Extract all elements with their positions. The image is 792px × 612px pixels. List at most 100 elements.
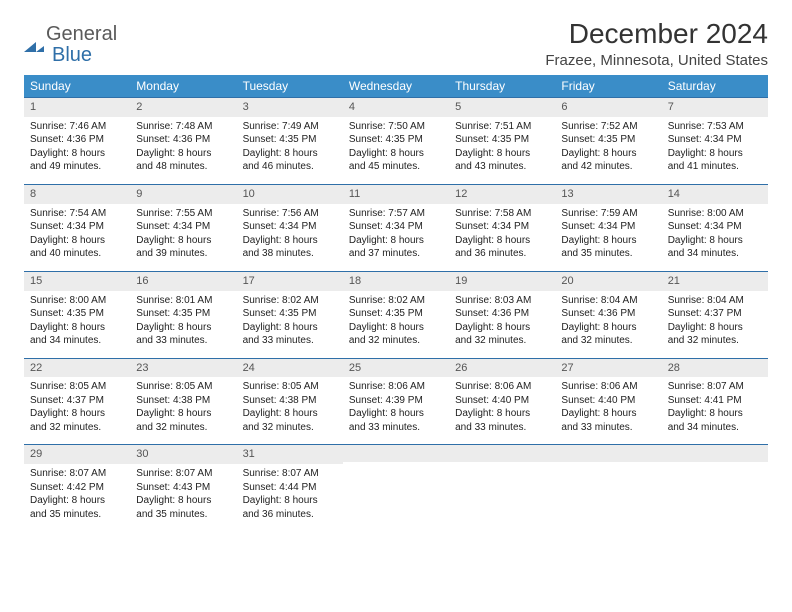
day-3: 3Sunrise: 7:49 AMSunset: 4:35 PMDaylight… <box>237 98 343 185</box>
location: Frazee, Minnesota, United States <box>545 52 768 69</box>
day-body: Sunrise: 8:05 AMSunset: 4:38 PMDaylight:… <box>237 377 343 444</box>
header: General Blue December 2024 Frazee, Minne… <box>24 18 768 69</box>
day-21: 21Sunrise: 8:04 AMSunset: 4:37 PMDayligh… <box>662 271 768 358</box>
day-number: 2 <box>130 98 236 117</box>
dow-monday: Monday <box>130 75 236 98</box>
logo-text: General Blue <box>46 24 117 65</box>
day-body: Sunrise: 8:07 AMSunset: 4:43 PMDaylight:… <box>130 464 236 531</box>
day-number: 19 <box>449 272 555 291</box>
day-number: 13 <box>555 185 661 204</box>
day-12: 12Sunrise: 7:58 AMSunset: 4:34 PMDayligh… <box>449 184 555 271</box>
day-number: 1 <box>24 98 130 117</box>
day-body: Sunrise: 8:02 AMSunset: 4:35 PMDaylight:… <box>343 291 449 358</box>
day-body: Sunrise: 8:04 AMSunset: 4:37 PMDaylight:… <box>662 291 768 358</box>
day-22: 22Sunrise: 8:05 AMSunset: 4:37 PMDayligh… <box>24 358 130 445</box>
day-15: 15Sunrise: 8:00 AMSunset: 4:35 PMDayligh… <box>24 271 130 358</box>
day-body: Sunrise: 7:58 AMSunset: 4:34 PMDaylight:… <box>449 204 555 271</box>
day-body: Sunrise: 8:07 AMSunset: 4:42 PMDaylight:… <box>24 464 130 531</box>
day-14: 14Sunrise: 8:00 AMSunset: 4:34 PMDayligh… <box>662 184 768 271</box>
day-number: 15 <box>24 272 130 291</box>
day-number: 4 <box>343 98 449 117</box>
day-2: 2Sunrise: 7:48 AMSunset: 4:36 PMDaylight… <box>130 98 236 185</box>
day-7: 7Sunrise: 7:53 AMSunset: 4:34 PMDaylight… <box>662 98 768 185</box>
empty-cell <box>343 445 449 531</box>
day-number: 25 <box>343 359 449 378</box>
day-11: 11Sunrise: 7:57 AMSunset: 4:34 PMDayligh… <box>343 184 449 271</box>
day-number: 8 <box>24 185 130 204</box>
day-number: 29 <box>24 445 130 464</box>
day-body: Sunrise: 8:06 AMSunset: 4:40 PMDaylight:… <box>449 377 555 444</box>
day-body: Sunrise: 7:56 AMSunset: 4:34 PMDaylight:… <box>237 204 343 271</box>
title-block: December 2024 Frazee, Minnesota, United … <box>545 18 768 69</box>
dow-tuesday: Tuesday <box>237 75 343 98</box>
day-26: 26Sunrise: 8:06 AMSunset: 4:40 PMDayligh… <box>449 358 555 445</box>
day-number: 24 <box>237 359 343 378</box>
calendar-table: SundayMondayTuesdayWednesdayThursdayFrid… <box>24 75 768 531</box>
triangle-icon <box>24 38 44 52</box>
day-29: 29Sunrise: 8:07 AMSunset: 4:42 PMDayligh… <box>24 445 130 531</box>
day-body: Sunrise: 7:57 AMSunset: 4:34 PMDaylight:… <box>343 204 449 271</box>
day-17: 17Sunrise: 8:02 AMSunset: 4:35 PMDayligh… <box>237 271 343 358</box>
day-body: Sunrise: 8:02 AMSunset: 4:35 PMDaylight:… <box>237 291 343 358</box>
day-10: 10Sunrise: 7:56 AMSunset: 4:34 PMDayligh… <box>237 184 343 271</box>
day-body: Sunrise: 7:51 AMSunset: 4:35 PMDaylight:… <box>449 117 555 184</box>
day-28: 28Sunrise: 8:07 AMSunset: 4:41 PMDayligh… <box>662 358 768 445</box>
day-body: Sunrise: 8:01 AMSunset: 4:35 PMDaylight:… <box>130 291 236 358</box>
day-body: Sunrise: 8:00 AMSunset: 4:35 PMDaylight:… <box>24 291 130 358</box>
day-number: 20 <box>555 272 661 291</box>
day-1: 1Sunrise: 7:46 AMSunset: 4:36 PMDaylight… <box>24 98 130 185</box>
day-number: 18 <box>343 272 449 291</box>
day-31: 31Sunrise: 8:07 AMSunset: 4:44 PMDayligh… <box>237 445 343 531</box>
week-row: 15Sunrise: 8:00 AMSunset: 4:35 PMDayligh… <box>24 271 768 358</box>
day-number: 23 <box>130 359 236 378</box>
week-row: 8Sunrise: 7:54 AMSunset: 4:34 PMDaylight… <box>24 184 768 271</box>
day-25: 25Sunrise: 8:06 AMSunset: 4:39 PMDayligh… <box>343 358 449 445</box>
day-number: 12 <box>449 185 555 204</box>
day-body: Sunrise: 8:07 AMSunset: 4:44 PMDaylight:… <box>237 464 343 531</box>
day-16: 16Sunrise: 8:01 AMSunset: 4:35 PMDayligh… <box>130 271 236 358</box>
day-body: Sunrise: 8:06 AMSunset: 4:40 PMDaylight:… <box>555 377 661 444</box>
day-number: 7 <box>662 98 768 117</box>
empty-cell <box>449 445 555 531</box>
day-number: 16 <box>130 272 236 291</box>
dow-wednesday: Wednesday <box>343 75 449 98</box>
empty-cell <box>662 445 768 531</box>
day-5: 5Sunrise: 7:51 AMSunset: 4:35 PMDaylight… <box>449 98 555 185</box>
dow-thursday: Thursday <box>449 75 555 98</box>
week-row: 22Sunrise: 8:05 AMSunset: 4:37 PMDayligh… <box>24 358 768 445</box>
day-number: 26 <box>449 359 555 378</box>
day-number: 3 <box>237 98 343 117</box>
dow-friday: Friday <box>555 75 661 98</box>
day-number: 21 <box>662 272 768 291</box>
day-27: 27Sunrise: 8:06 AMSunset: 4:40 PMDayligh… <box>555 358 661 445</box>
day-body: Sunrise: 7:49 AMSunset: 4:35 PMDaylight:… <box>237 117 343 184</box>
day-body: Sunrise: 7:55 AMSunset: 4:34 PMDaylight:… <box>130 204 236 271</box>
day-19: 19Sunrise: 8:03 AMSunset: 4:36 PMDayligh… <box>449 271 555 358</box>
day-number: 30 <box>130 445 236 464</box>
day-body: Sunrise: 8:04 AMSunset: 4:36 PMDaylight:… <box>555 291 661 358</box>
empty-cell <box>555 445 661 531</box>
day-13: 13Sunrise: 7:59 AMSunset: 4:34 PMDayligh… <box>555 184 661 271</box>
day-4: 4Sunrise: 7:50 AMSunset: 4:35 PMDaylight… <box>343 98 449 185</box>
logo: General Blue <box>24 24 117 65</box>
day-24: 24Sunrise: 8:05 AMSunset: 4:38 PMDayligh… <box>237 358 343 445</box>
day-body: Sunrise: 7:54 AMSunset: 4:34 PMDaylight:… <box>24 204 130 271</box>
dow-saturday: Saturday <box>662 75 768 98</box>
day-body: Sunrise: 8:06 AMSunset: 4:39 PMDaylight:… <box>343 377 449 444</box>
month-title: December 2024 <box>545 18 768 50</box>
day-8: 8Sunrise: 7:54 AMSunset: 4:34 PMDaylight… <box>24 184 130 271</box>
day-6: 6Sunrise: 7:52 AMSunset: 4:35 PMDaylight… <box>555 98 661 185</box>
day-number: 28 <box>662 359 768 378</box>
day-body: Sunrise: 7:59 AMSunset: 4:34 PMDaylight:… <box>555 204 661 271</box>
day-9: 9Sunrise: 7:55 AMSunset: 4:34 PMDaylight… <box>130 184 236 271</box>
day-body: Sunrise: 7:48 AMSunset: 4:36 PMDaylight:… <box>130 117 236 184</box>
day-number: 6 <box>555 98 661 117</box>
day-number: 22 <box>24 359 130 378</box>
day-body: Sunrise: 7:53 AMSunset: 4:34 PMDaylight:… <box>662 117 768 184</box>
day-body: Sunrise: 8:05 AMSunset: 4:38 PMDaylight:… <box>130 377 236 444</box>
day-number: 11 <box>343 185 449 204</box>
week-row: 29Sunrise: 8:07 AMSunset: 4:42 PMDayligh… <box>24 445 768 531</box>
day-body: Sunrise: 7:50 AMSunset: 4:35 PMDaylight:… <box>343 117 449 184</box>
day-number: 31 <box>237 445 343 464</box>
day-body: Sunrise: 8:00 AMSunset: 4:34 PMDaylight:… <box>662 204 768 271</box>
